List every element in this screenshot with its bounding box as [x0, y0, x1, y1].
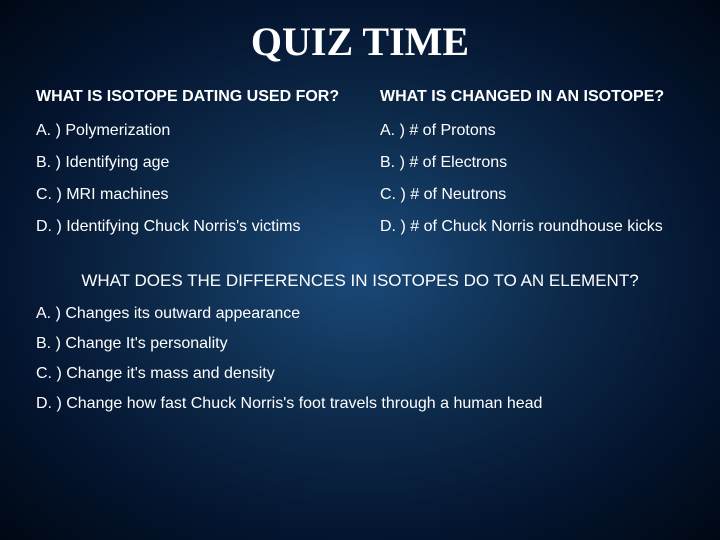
- two-column-row: WHAT IS ISOTOPE DATING USED FOR? A. ) Po…: [36, 87, 684, 249]
- question-2-heading: WHAT IS CHANGED IN AN ISOTOPE?: [380, 87, 684, 107]
- question-2-option-b: B. ) # of Electrons: [380, 153, 684, 173]
- question-1-column: WHAT IS ISOTOPE DATING USED FOR? A. ) Po…: [36, 87, 340, 249]
- question-1-option-a: A. ) Polymerization: [36, 121, 340, 141]
- question-3-option-d: D. ) Change how fast Chuck Norris's foot…: [36, 395, 684, 413]
- question-3-option-b: B. ) Change It's personality: [36, 335, 684, 353]
- question-2-option-c: C. ) # of Neutrons: [380, 185, 684, 205]
- question-3-heading: WHAT DOES THE DIFFERENCES IN ISOTOPES DO…: [36, 271, 684, 291]
- slide-title: QUIZ TIME: [36, 18, 684, 65]
- question-3-option-a: A. ) Changes its outward appearance: [36, 305, 684, 323]
- question-3-option-c: C. ) Change it's mass and density: [36, 365, 684, 383]
- question-2-option-a: A. ) # of Protons: [380, 121, 684, 141]
- question-1-option-c: C. ) MRI machines: [36, 185, 340, 205]
- question-1-option-b: B. ) Identifying age: [36, 153, 340, 173]
- question-2-option-d: D. ) # of Chuck Norris roundhouse kicks: [380, 217, 684, 237]
- question-1-option-d: D. ) Identifying Chuck Norris's victims: [36, 217, 340, 237]
- question-2-column: WHAT IS CHANGED IN AN ISOTOPE? A. ) # of…: [380, 87, 684, 249]
- question-1-heading: WHAT IS ISOTOPE DATING USED FOR?: [36, 87, 340, 107]
